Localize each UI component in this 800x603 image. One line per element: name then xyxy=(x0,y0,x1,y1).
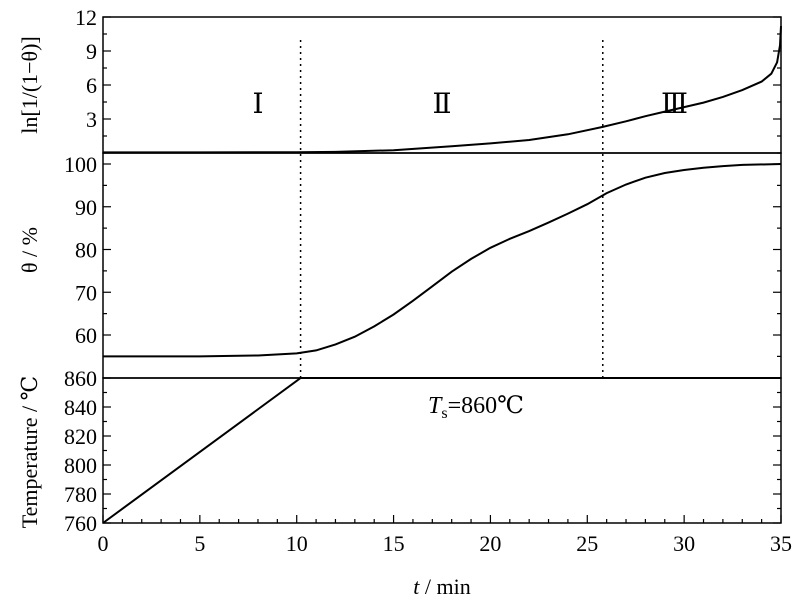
bottom-y-axis-title: Temperature / ℃ xyxy=(17,376,42,529)
y-tick-label: 820 xyxy=(64,424,97,449)
top-y-axis-title: ln[1/(1−θ)] xyxy=(17,36,42,133)
region-labels: Ⅰ Ⅱ Ⅲ xyxy=(252,89,688,120)
y-tick-label: 860 xyxy=(64,366,97,391)
y-tick-label: 12 xyxy=(75,5,97,30)
y-tick-label: 9 xyxy=(86,39,97,64)
region-label: Ⅰ xyxy=(252,89,263,120)
setpoint-annotation: Ts=860℃ xyxy=(428,393,524,422)
middle-y-axis-title: θ / % xyxy=(17,227,42,273)
region-label: Ⅲ xyxy=(661,89,688,120)
tick-labels: 0 5 10 15 20 25 30 35 3 6 9 12 60 70 80 90 100 760 780 800 8… xyxy=(64,5,792,556)
tick-marks xyxy=(102,16,782,524)
y-tick-label: 760 xyxy=(64,511,97,536)
x-tick-label: 15 xyxy=(383,531,405,556)
x-tick-label: 5 xyxy=(194,531,205,556)
phase-boundaries xyxy=(299,40,604,378)
y-tick-label: 800 xyxy=(64,453,97,478)
y-tick-label: 60 xyxy=(75,323,97,348)
y-tick-label: 80 xyxy=(75,238,97,263)
region-label: Ⅱ xyxy=(432,89,451,120)
x-tick-label: 20 xyxy=(479,531,501,556)
bottom-panel-frame xyxy=(102,377,782,524)
x-tick-label: 0 xyxy=(98,531,109,556)
x-tick-label: 10 xyxy=(286,531,308,556)
data-series xyxy=(102,26,782,524)
y-tick-label: 840 xyxy=(64,395,97,420)
top-panel-frame xyxy=(102,16,782,154)
y-tick-label: 3 xyxy=(86,107,97,132)
x-tick-label: 35 xyxy=(770,531,792,556)
y-tick-label: 70 xyxy=(75,280,97,305)
x-tick-label: 25 xyxy=(576,531,598,556)
middle-panel-frame xyxy=(102,152,782,379)
top-series-line xyxy=(103,26,782,154)
bottom-series-line xyxy=(102,377,781,524)
y-tick-label: 100 xyxy=(64,152,97,177)
y-tick-label: 6 xyxy=(86,73,97,98)
y-tick-label: 90 xyxy=(75,195,97,220)
x-tick-label: 30 xyxy=(673,531,695,556)
x-axis-title: t / min xyxy=(413,574,470,599)
y-tick-label: 780 xyxy=(64,482,97,507)
middle-series-line xyxy=(103,163,782,358)
